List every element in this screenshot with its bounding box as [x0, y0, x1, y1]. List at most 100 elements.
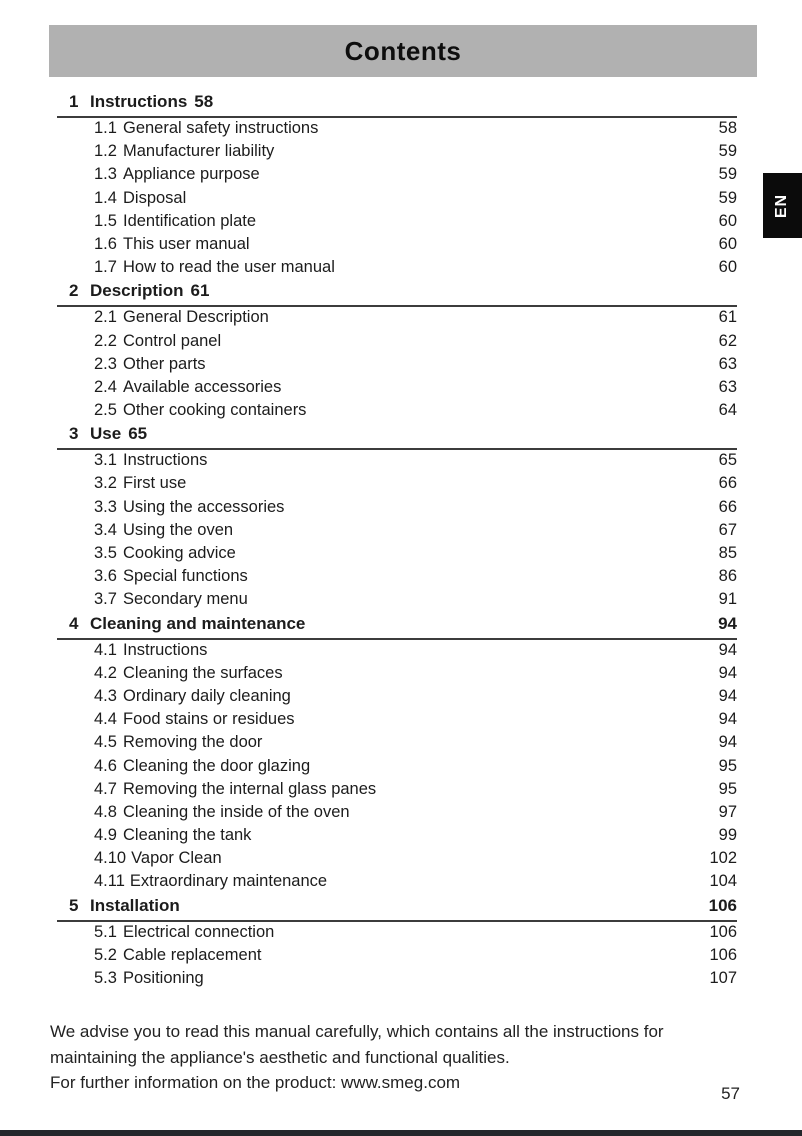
chapter-page-number: 61	[190, 281, 210, 301]
entry-number: 4.6	[94, 756, 117, 775]
entry-page-number: 62	[718, 331, 737, 350]
toc-entry-row: 4.7 Removing the internal glass panes 95	[57, 780, 737, 803]
entry-title: Appliance purpose	[123, 165, 260, 184]
chapter-rule	[57, 116, 737, 118]
entry-number: 2.5	[94, 401, 117, 420]
entry-number: 5.3	[94, 969, 117, 987]
chapter-number: 2	[69, 281, 79, 301]
toc-entry-row: 1.6 This user manual 60	[57, 235, 737, 258]
chapter-number: 5	[69, 895, 79, 915]
entry-number: 4.5	[94, 733, 117, 752]
chapter-number: 3	[69, 424, 79, 444]
entry-page-number: 97	[718, 802, 737, 821]
chapter-page-number: 106	[708, 895, 737, 915]
entry-title: Using the oven	[123, 520, 234, 539]
entry-number: 3.1	[94, 451, 117, 470]
toc-entry-row: 5.2 Cable replacement 106	[57, 946, 737, 969]
entry-number: 5.2	[94, 945, 117, 964]
toc-entry-row: 3.5 Cooking advice 85	[57, 544, 737, 567]
entry-number: 2.1	[94, 308, 117, 327]
table-of-contents: 1 Instructions 58 1.1 General safety instruc…	[57, 92, 737, 992]
toc-entry-row: 2.5 Other cooking containers 64	[57, 401, 737, 424]
toc-chapter: 3 Use 65 3.1 Instructions 65 3.2 First use 66 3.3…	[57, 424, 737, 613]
entry-number: 1.2	[94, 142, 117, 161]
entry-title: Using the accessories	[123, 497, 285, 516]
entry-page-number: 63	[718, 354, 737, 373]
toc-entry-row: 2.1 General Description 61	[57, 308, 737, 331]
entry-title: General Description	[123, 308, 269, 327]
entry-page-number: 85	[718, 544, 737, 562]
toc-chapter: 4 Cleaning and maintenance 94 4.1 Instructio…	[57, 614, 737, 896]
toc-entry-row: 3.4 Using the oven 67	[57, 521, 737, 544]
chapter-heading-row: 4 Cleaning and maintenance 94	[57, 614, 737, 638]
toc-entry-row: 4.1 Instructions 94	[57, 641, 737, 664]
entry-page-number: 58	[718, 119, 737, 137]
entry-number: 5.1	[94, 922, 117, 941]
entry-page-number: 64	[718, 401, 737, 420]
entry-title: Vapor Clean	[131, 849, 222, 868]
chapter-title: Instructions	[90, 92, 188, 111]
toc-entry-row: 3.2 First use 66	[57, 474, 737, 497]
entry-number: 4.4	[94, 710, 117, 729]
chapter-heading-row: 3 Use 65	[57, 424, 737, 448]
chapter-page-number: 65	[128, 424, 148, 444]
toc-chapter: 1 Instructions 58 1.1 General safety instruc…	[57, 92, 737, 281]
entry-title: Electrical connection	[123, 922, 275, 941]
page-number: 57	[721, 1084, 740, 1103]
entry-page-number: 59	[718, 165, 737, 184]
entry-number: 3.2	[94, 474, 117, 493]
entry-number: 3.5	[94, 544, 117, 562]
entry-title: Other cooking containers	[123, 401, 307, 420]
entry-title: Positioning	[123, 969, 204, 987]
entry-title: Manufacturer liability	[123, 142, 275, 161]
entry-number: 3.6	[94, 567, 117, 586]
entry-title: Removing the internal glass panes	[123, 779, 377, 798]
entry-number: 1.3	[94, 165, 117, 184]
entry-page-number: 95	[718, 779, 737, 798]
chapter-title: Description	[90, 281, 184, 301]
page-title: Contents	[344, 35, 462, 66]
toc-entry-row: 2.3 Other parts 63	[57, 355, 737, 378]
chapter-page-number: 94	[718, 613, 737, 633]
chapter-rule	[57, 919, 737, 922]
entry-title: Available accessories	[123, 377, 282, 396]
entry-page-number: 60	[718, 211, 737, 230]
entry-title: Identification plate	[123, 211, 257, 230]
toc-entry-row: 3.7 Secondary menu 91	[57, 590, 737, 613]
contents-header-bar: Contents	[49, 25, 757, 77]
entry-number: 4.10	[94, 849, 127, 868]
toc-entry-row: 5.1 Electrical connection 106	[57, 923, 737, 946]
entry-page-number: 94	[718, 663, 737, 682]
entry-page-number: 63	[718, 377, 737, 396]
entry-title: Cleaning the surfaces	[123, 663, 283, 682]
entry-number: 2.4	[94, 377, 117, 396]
language-tab: EN	[763, 173, 802, 238]
toc-entry-row: 4.11 Extraordinary maintenance 104	[57, 872, 737, 895]
entry-page-number: 94	[718, 686, 737, 705]
entry-title: Other parts	[123, 354, 206, 373]
chapter-heading-row: 5 Installation 106	[57, 896, 737, 920]
entry-number: 4.2	[94, 663, 117, 682]
entry-title: Extraordinary maintenance	[129, 872, 328, 891]
chapter-rule	[57, 448, 737, 451]
entry-page-number: 94	[718, 710, 737, 729]
toc-chapter: 2 Description 61 2.1 General Description 61 2.…	[57, 281, 737, 424]
entry-page-number: 102	[709, 849, 737, 868]
entry-title: Control panel	[123, 331, 222, 350]
entry-title: Ordinary daily cleaning	[123, 686, 291, 705]
toc-entry-row: 4.3 Ordinary daily cleaning 94	[57, 687, 737, 710]
entry-page-number: 95	[718, 756, 737, 775]
entry-number: 4.7	[94, 779, 117, 798]
toc-entry-row: 4.6 Cleaning the door glazing 95	[57, 757, 737, 780]
entry-page-number: 61	[718, 308, 737, 327]
bottom-divider-bar	[0, 1130, 802, 1136]
entry-number: 3.3	[94, 497, 117, 516]
entry-page-number: 106	[709, 922, 737, 941]
entry-number: 4.3	[94, 686, 117, 705]
language-tab-label: EN	[773, 193, 791, 218]
entry-page-number: 59	[718, 188, 737, 207]
entry-number: 4.9	[94, 826, 117, 845]
toc-entry-row: 4.2 Cleaning the surfaces 94	[57, 664, 737, 687]
entry-page-number: 65	[718, 451, 737, 470]
toc-entry-row: 4.8 Cleaning the inside of the oven 97	[57, 803, 737, 826]
